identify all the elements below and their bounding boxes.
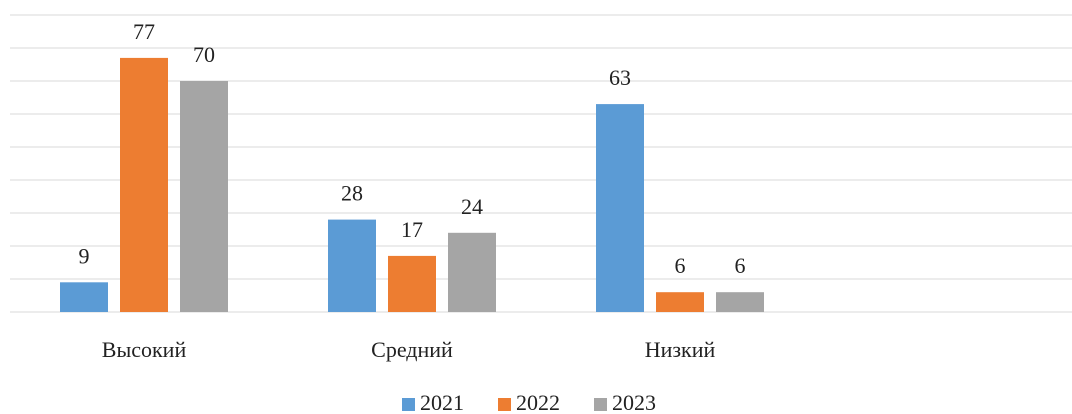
legend-label: 2023 bbox=[612, 390, 656, 414]
legend-swatch bbox=[594, 398, 607, 411]
value-label: 28 bbox=[341, 181, 363, 206]
x-tick-label: Высокий bbox=[102, 337, 187, 362]
legend-swatch bbox=[402, 398, 415, 411]
value-label: 70 bbox=[193, 42, 215, 67]
value-label: 24 bbox=[461, 194, 483, 219]
bar bbox=[328, 219, 376, 312]
legend-label: 2021 bbox=[420, 390, 464, 414]
bar bbox=[716, 292, 764, 312]
value-label: 63 bbox=[609, 65, 631, 90]
value-label: 77 bbox=[133, 19, 155, 44]
bar bbox=[448, 232, 496, 312]
x-tick-label: Низкий bbox=[645, 337, 716, 362]
x-tick-label: Средний bbox=[371, 337, 453, 362]
bar bbox=[120, 57, 168, 313]
legend-swatch bbox=[498, 398, 511, 411]
legend-label: 2022 bbox=[516, 390, 560, 414]
bar bbox=[60, 282, 108, 312]
value-label: 6 bbox=[735, 253, 746, 278]
bar bbox=[596, 104, 644, 312]
value-label: 9 bbox=[79, 243, 90, 268]
bar bbox=[388, 255, 436, 312]
bar bbox=[656, 292, 704, 312]
value-label: 17 bbox=[401, 217, 423, 242]
value-label: 6 bbox=[675, 253, 686, 278]
bar bbox=[180, 81, 228, 312]
